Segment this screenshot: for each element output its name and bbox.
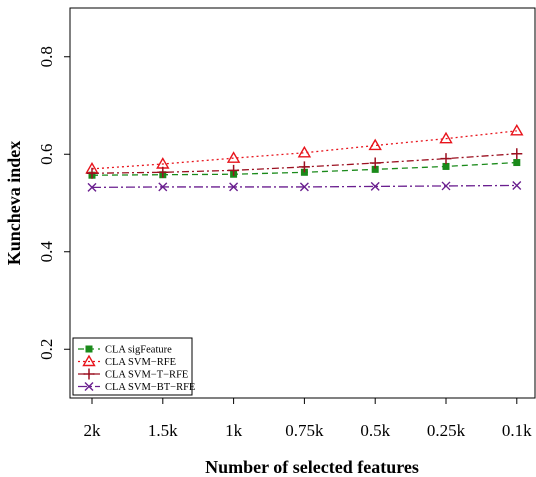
series-point (299, 182, 309, 192)
series-point (84, 382, 94, 391)
x-tick-label: 0.75k (285, 421, 324, 440)
y-tick-label: 0.8 (37, 46, 56, 67)
series-point (441, 181, 451, 191)
x-axis-title: Number of selected features (205, 457, 419, 477)
series-point (87, 182, 97, 192)
series-layer (85, 123, 524, 192)
series-group (87, 180, 522, 192)
series-group (86, 148, 523, 179)
x-tick-label: 0.1k (502, 421, 532, 440)
x-tick-label: 1k (225, 421, 243, 440)
series-point (83, 368, 95, 380)
legend-label: CLA SVM−T−RFE (105, 370, 188, 381)
x-tick-label: 0.25k (427, 421, 466, 440)
y-tick-label: 0.4 (37, 241, 56, 263)
plot-frame (69, 7, 536, 399)
series-point (369, 157, 381, 169)
series-point (512, 180, 522, 190)
series-point (510, 123, 524, 136)
series-line (91, 130, 517, 170)
y-axis: 0.2 0.4 0.6 0.8 (37, 46, 70, 360)
series-point (371, 165, 379, 173)
series-point (156, 157, 170, 169)
x-axis: 2k 1.5k 1k 0.75k 0.5k 0.25k 0.1k (84, 398, 532, 440)
series-point (440, 153, 452, 165)
legend-label: CLA SVM−RFE (105, 357, 176, 368)
x-tick-label: 0.5k (360, 421, 390, 440)
series-point (229, 182, 239, 192)
series-point (158, 182, 168, 192)
series-point (511, 148, 523, 160)
series-point (157, 166, 169, 178)
series-point (228, 164, 240, 176)
y-tick-label: 0.2 (37, 339, 56, 360)
series-point (298, 161, 310, 173)
series-point (82, 354, 96, 367)
series-point (86, 167, 98, 179)
legend-label: CLA SVM−BT−RFE (105, 382, 195, 393)
series-point (85, 345, 93, 353)
legend-label: CLA sigFeature (105, 345, 172, 356)
series-point (297, 145, 312, 158)
y-tick-label: 0.6 (37, 144, 56, 165)
series-point (442, 162, 450, 170)
series-group (85, 123, 524, 174)
legend-box (72, 337, 193, 396)
x-tick-label: 2k (84, 421, 102, 440)
series-point (439, 131, 453, 144)
series-point (370, 181, 380, 191)
series-point (513, 159, 521, 167)
series-point (368, 138, 382, 151)
y-axis-title: Kuncheva index (4, 141, 24, 266)
x-tick-label: 1.5k (148, 421, 178, 440)
series-point (226, 151, 241, 163)
